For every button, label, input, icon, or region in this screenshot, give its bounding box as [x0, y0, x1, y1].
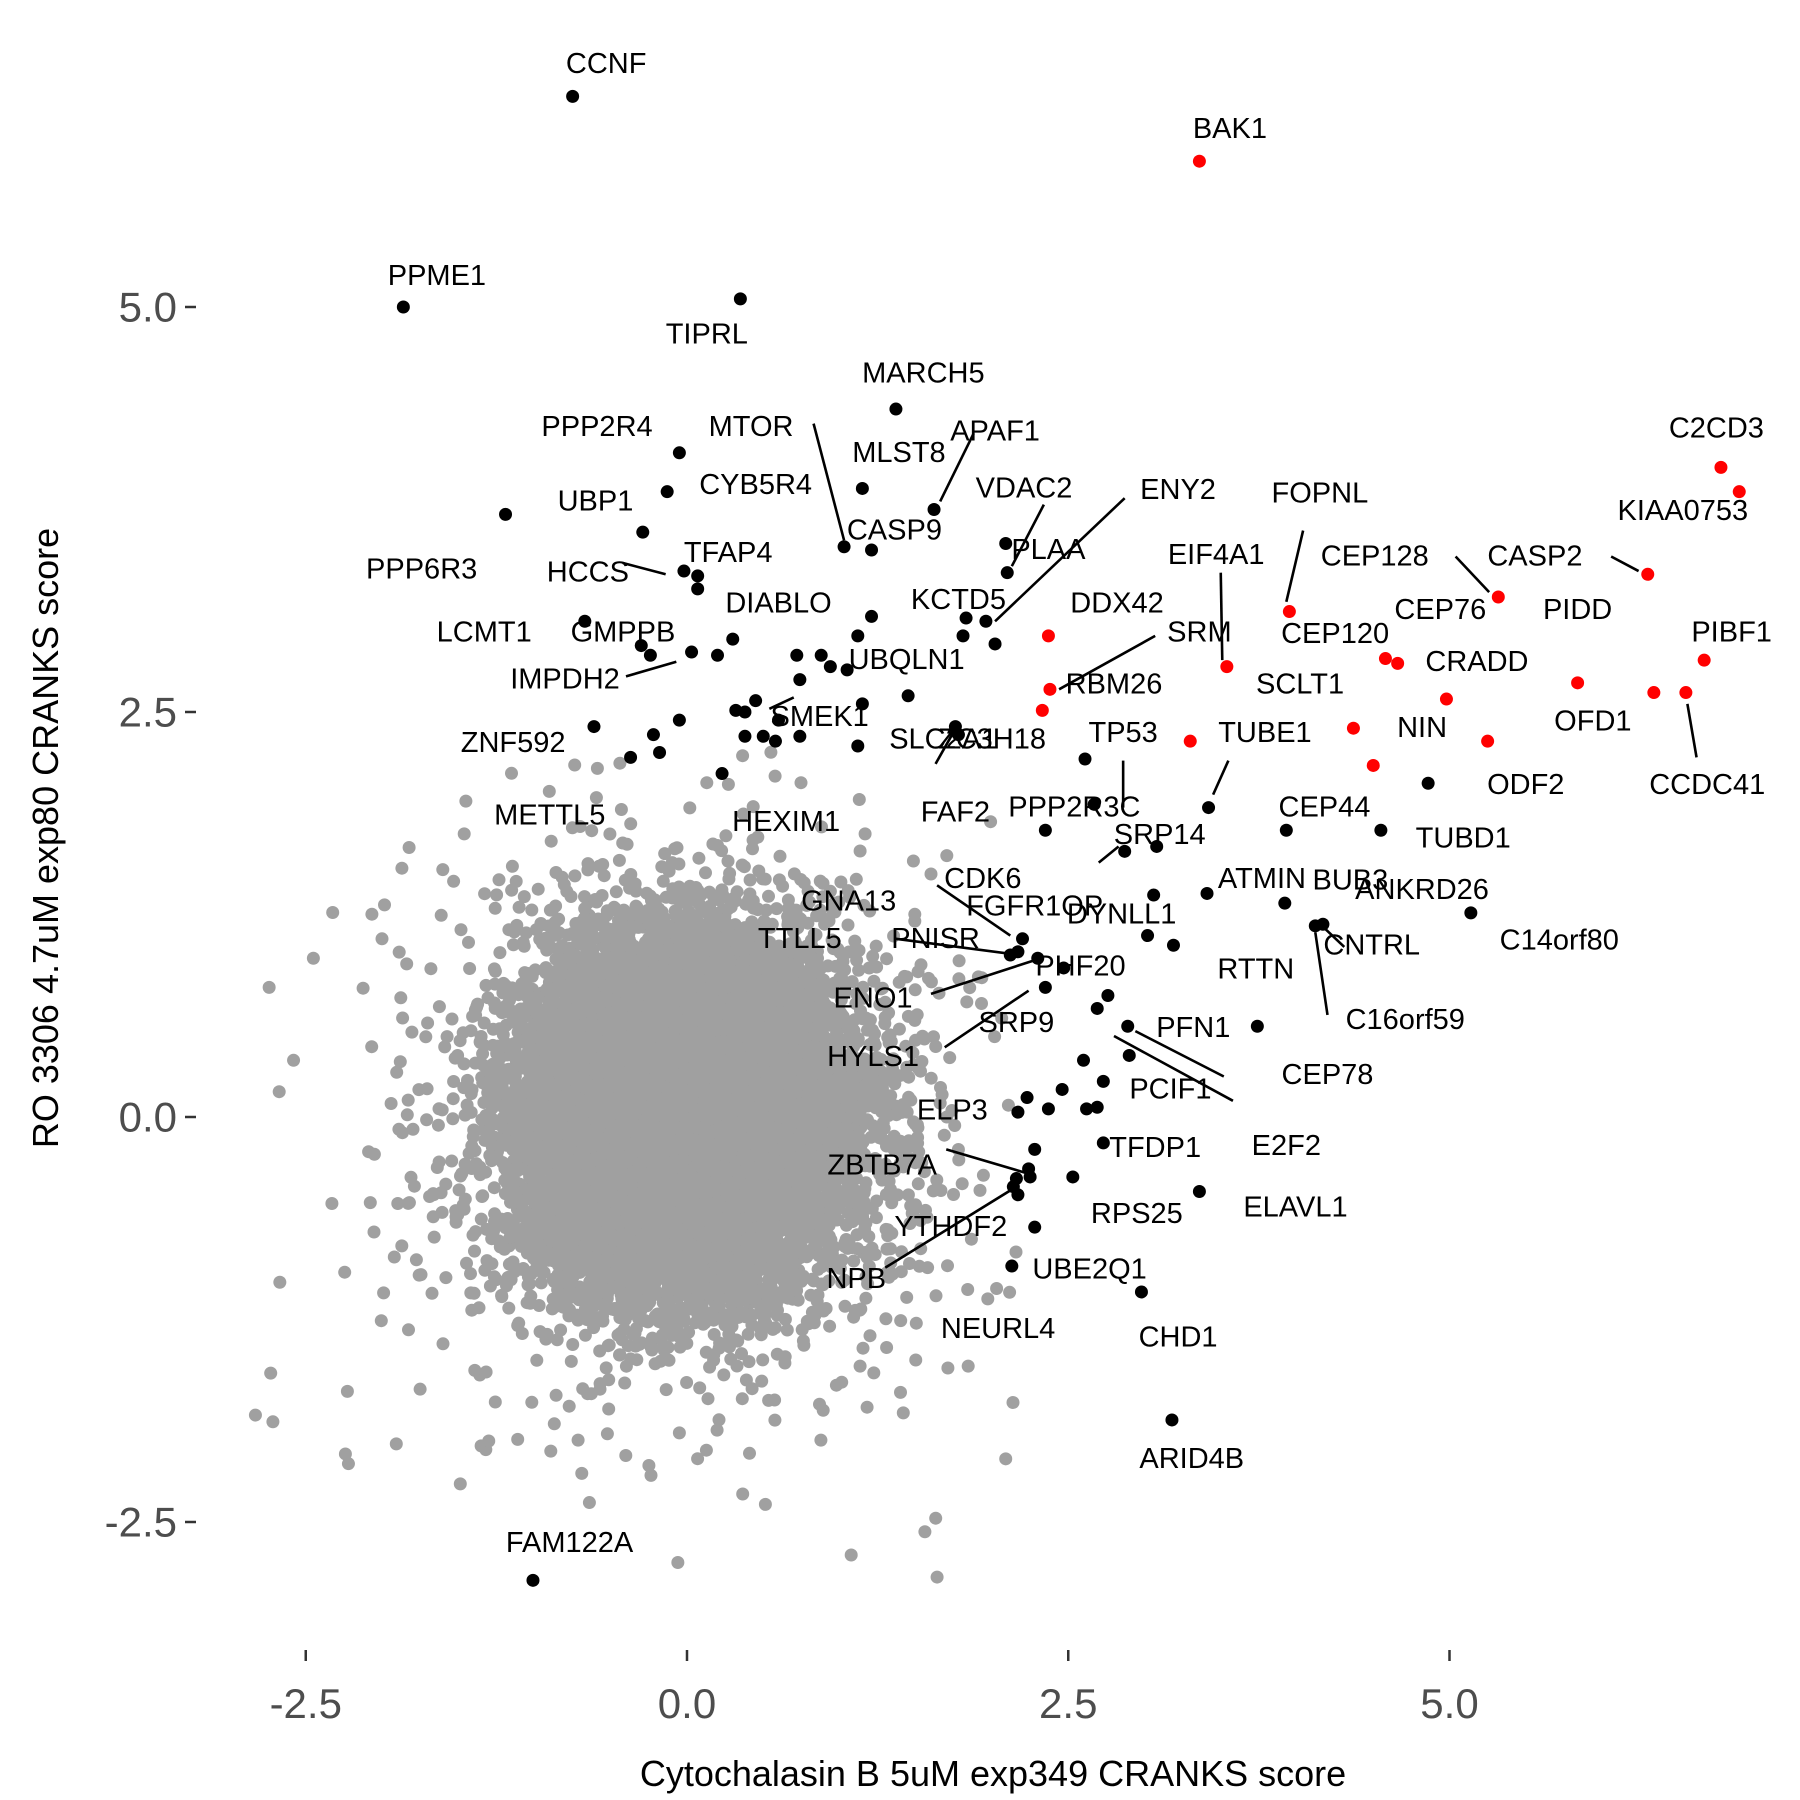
background-gene-point	[952, 972, 966, 986]
background-gene-point	[700, 776, 714, 790]
background-gene-point	[505, 766, 518, 780]
background-gene-point	[488, 1395, 502, 1409]
background-gene-point	[542, 784, 556, 798]
background-gene-point	[531, 882, 545, 896]
background-gene-point	[377, 1286, 391, 1300]
background-gene-point	[963, 981, 977, 995]
background-gene-point	[447, 1075, 461, 1088]
background-gene-point	[929, 1289, 943, 1303]
background-gene-point	[502, 1301, 516, 1315]
background-gene-point	[662, 1353, 676, 1367]
background-gene-point	[644, 1468, 658, 1482]
background-gene-point	[395, 861, 409, 875]
background-gene-point	[768, 769, 782, 783]
background-gene-point	[602, 1402, 616, 1416]
background-gene-point	[880, 1242, 894, 1256]
background-gene-point	[338, 1265, 352, 1279]
background-gene-point	[866, 949, 880, 963]
background-gene-point	[780, 1323, 794, 1337]
background-gene-point	[465, 1303, 479, 1317]
background-gene-point	[712, 1413, 726, 1427]
background-gene-point	[947, 1188, 960, 1201]
background-gene-point	[421, 1016, 435, 1030]
background-gene-point	[856, 1341, 870, 1355]
background-gene-point	[941, 1259, 954, 1273]
background-gene-point	[435, 1205, 449, 1219]
background-gene-point	[431, 1118, 445, 1132]
background-gene-point	[981, 1292, 995, 1306]
background-gene-point	[530, 1353, 544, 1367]
background-gene-point	[326, 906, 340, 919]
background-gene-point	[452, 1183, 466, 1197]
background-gene-point	[603, 827, 617, 841]
background-gene-point	[599, 1361, 613, 1375]
background-gene-point	[590, 761, 604, 775]
background-gene-point	[447, 874, 461, 888]
background-gene-point	[719, 829, 733, 843]
background-gene-point	[952, 1153, 966, 1167]
background-gene-point	[770, 902, 784, 916]
background-gene-point	[475, 1190, 489, 1203]
background-gene-point	[438, 1040, 452, 1054]
background-gene-point	[736, 1487, 750, 1501]
background-gene-point	[390, 1065, 404, 1079]
background-gene-point	[446, 1092, 460, 1106]
background-gene-point	[838, 1299, 852, 1313]
background-gene-point	[741, 1327, 755, 1341]
background-gene-points	[248, 745, 1023, 1584]
background-gene-point	[578, 890, 591, 904]
background-gene-point	[841, 918, 855, 932]
background-gene-point	[365, 1040, 379, 1054]
background-gene-point	[1003, 1285, 1017, 1299]
background-gene-point	[849, 872, 863, 886]
background-gene-point	[434, 908, 448, 922]
background-gene-point	[534, 1276, 548, 1290]
background-gene-point	[400, 957, 414, 971]
background-gene-point	[490, 888, 504, 902]
background-gene-point	[937, 1128, 951, 1142]
background-gene-point	[406, 1122, 420, 1136]
background-gene-point	[609, 885, 623, 899]
background-gene-point	[374, 1314, 388, 1328]
background-gene-point	[568, 869, 582, 883]
background-gene-point	[495, 1288, 509, 1302]
background-gene-point	[952, 954, 966, 968]
background-gene-point	[454, 923, 468, 937]
background-gene-point	[439, 1271, 453, 1285]
background-gene-point	[367, 1225, 381, 1239]
background-gene-point	[405, 1025, 419, 1039]
background-gene-point	[990, 1282, 1004, 1295]
background-gene-point	[512, 900, 526, 914]
background-gene-point	[395, 1239, 409, 1253]
background-gene-point	[844, 1548, 858, 1562]
background-gene-point	[589, 791, 603, 805]
